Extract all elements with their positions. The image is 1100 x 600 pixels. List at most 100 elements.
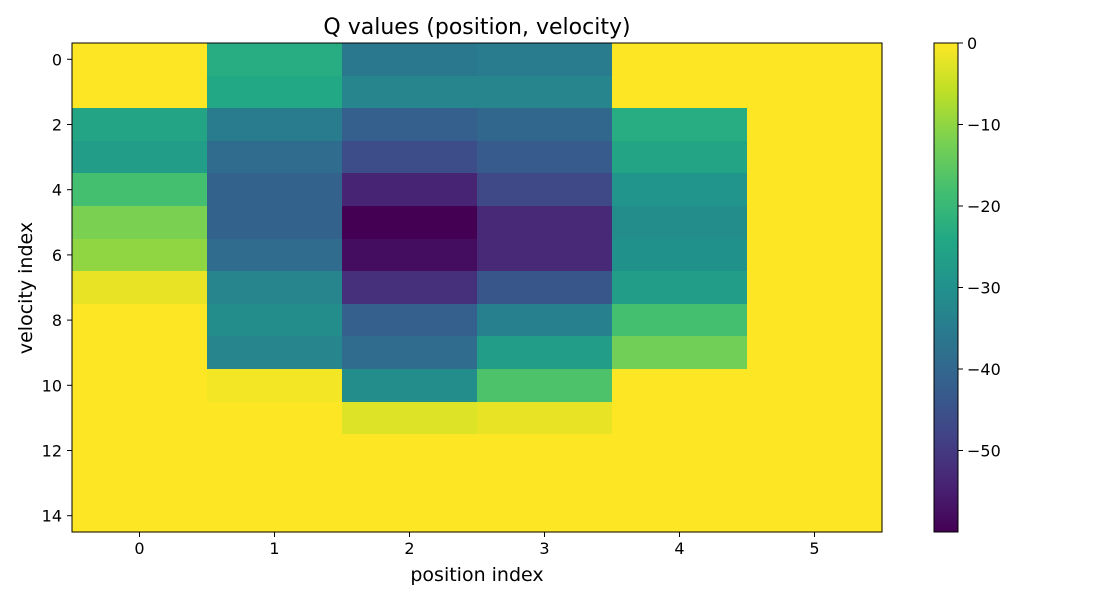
x-tick-label: 3: [539, 539, 549, 558]
y-tick-label: 12: [42, 442, 62, 461]
heatmap-cell: [477, 43, 613, 77]
heatmap-cell: [477, 173, 613, 207]
heatmap-cell: [342, 499, 478, 533]
heatmap-cell: [477, 336, 613, 370]
heatmap-cell: [207, 336, 343, 370]
heatmap-cell: [72, 434, 208, 468]
heatmap-cell: [612, 369, 748, 403]
heatmap-cell: [612, 304, 748, 337]
heatmap-cell: [477, 76, 613, 109]
heatmap-cell: [747, 239, 883, 272]
heatmap-cell: [612, 43, 748, 77]
heatmap-cell: [477, 499, 613, 533]
y-tick-label: 2: [52, 116, 62, 135]
heatmap-cell: [747, 467, 883, 500]
heatmap-cell: [207, 108, 343, 142]
heatmap-cell: [72, 499, 208, 533]
heatmap-cell: [747, 206, 883, 240]
colorbar-tick-label: −40: [967, 360, 1001, 379]
y-axis-ticks: 0 2 4 6 8 10 12 14: [42, 50, 72, 526]
x-tick-label: 2: [404, 539, 414, 558]
heatmap-cell: [72, 76, 208, 109]
heatmap-cell: [612, 499, 748, 533]
heatmap-cell: [207, 141, 343, 174]
heatmap-cell: [207, 467, 343, 500]
heatmap-cell: [342, 304, 478, 337]
heatmap-cell: [612, 434, 748, 468]
heatmap-cell: [342, 336, 478, 370]
heatmap-cell: [747, 141, 883, 174]
heatmap-cell: [477, 141, 613, 174]
heatmap-cell: [747, 499, 883, 533]
colorbar-tick-label: −10: [967, 116, 1001, 135]
heatmap-cell: [207, 369, 343, 403]
y-tick-label: 8: [52, 311, 62, 330]
chart-title: Q values (position, velocity): [323, 15, 630, 40]
heatmap-cell: [207, 434, 343, 468]
heatmap-cell: [72, 141, 208, 174]
heatmap-cell: [72, 43, 208, 77]
heatmap-cell: [612, 336, 748, 370]
heatmap-cell: [72, 304, 208, 337]
heatmap-cell: [207, 271, 343, 305]
heatmap-cell: [342, 173, 478, 207]
heatmap-cell: [72, 239, 208, 272]
heatmap-cell: [477, 239, 613, 272]
heatmap-cell: [477, 108, 613, 142]
heatmap-cell: [72, 271, 208, 305]
colorbar-tick-label: −50: [967, 442, 1001, 461]
x-axis-label: position index: [410, 564, 543, 586]
heatmap-cell: [342, 402, 478, 435]
heatmap-cell: [72, 108, 208, 142]
heatmap-cell: [207, 402, 343, 435]
y-tick-label: 4: [52, 181, 62, 200]
heatmap-cell: [207, 76, 343, 109]
heatmap-cell: [612, 271, 748, 305]
heatmap-cell: [72, 402, 208, 435]
heatmap-cell: [612, 76, 748, 109]
heatmap-cell: [207, 43, 343, 77]
heatmap-cell: [477, 304, 613, 337]
heatmap-cell: [612, 467, 748, 500]
heatmap-cell: [477, 434, 613, 468]
y-axis-label: velocity index: [15, 222, 37, 354]
colorbar: [933, 42, 959, 533]
heatmap-cell: [477, 206, 613, 240]
heatmap-cell: [342, 467, 478, 500]
heatmap-cells: [72, 43, 883, 533]
colorbar-ticks: 0 −10 −20 −30 −40 −50: [958, 34, 1001, 461]
heatmap-cell: [747, 108, 883, 142]
heatmap-cell: [72, 336, 208, 370]
heatmap-cell: [747, 271, 883, 305]
heatmap-cell: [342, 239, 478, 272]
x-tick-label: 1: [269, 539, 279, 558]
heatmap-cell: [207, 206, 343, 240]
y-tick-label: 0: [52, 50, 62, 69]
heatmap-cell: [72, 173, 208, 207]
colorbar-tick-label: −20: [967, 197, 1001, 216]
heatmap-cell: [747, 304, 883, 337]
heatmap-cell: [342, 369, 478, 403]
heatmap-cell: [72, 369, 208, 403]
heatmap-cell: [342, 141, 478, 174]
heatmap-cell: [747, 76, 883, 109]
heatmap-cell: [342, 76, 478, 109]
heatmap-cell: [747, 43, 883, 77]
heatmap-cell: [612, 206, 748, 240]
colorbar-tick-label: 0: [967, 34, 977, 53]
heatmap-cell: [612, 402, 748, 435]
heatmap-cell: [747, 336, 883, 370]
heatmap-cell: [747, 173, 883, 207]
x-tick-label: 0: [134, 539, 144, 558]
heatmap-cell: [207, 499, 343, 533]
heatmap-cell: [477, 402, 613, 435]
heatmap-cell: [342, 108, 478, 142]
heatmap-cell: [612, 173, 748, 207]
heatmap-cell: [72, 467, 208, 500]
heatmap-cell: [612, 108, 748, 142]
x-tick-label: 4: [674, 539, 684, 558]
y-tick-label: 6: [52, 246, 62, 265]
heatmap-cell: [342, 43, 478, 77]
heatmap-cell: [342, 434, 478, 468]
